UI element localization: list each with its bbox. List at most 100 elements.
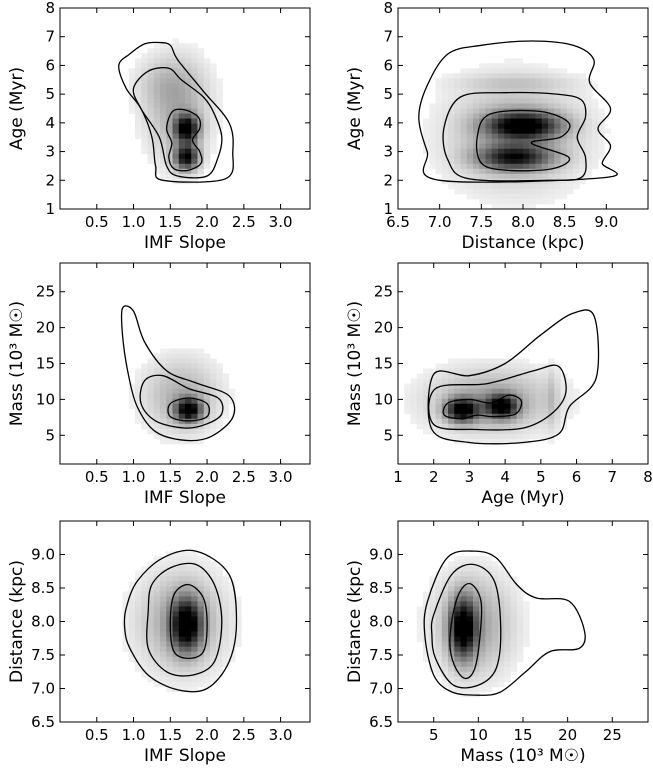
heatmap-cell xyxy=(448,363,455,369)
heatmap-cell xyxy=(498,651,505,658)
heatmap-cell xyxy=(147,676,155,683)
heatmap-cell xyxy=(473,78,480,84)
heatmap-cell xyxy=(441,113,449,119)
heatmap-cell xyxy=(460,88,468,94)
heatmap-cell xyxy=(498,576,505,582)
heatmap-cell xyxy=(166,393,173,400)
heatmap-cell xyxy=(523,611,530,617)
heatmap-cell xyxy=(485,163,493,170)
heatmap-cell xyxy=(460,686,468,693)
heatmap-cell xyxy=(203,128,211,135)
heatmap-cell xyxy=(160,153,167,160)
heatmap-cell xyxy=(498,93,505,99)
heatmap-cell xyxy=(479,88,486,94)
heatmap-cell xyxy=(454,591,461,597)
heatmap-cell xyxy=(147,98,155,104)
heatmap-cell xyxy=(485,631,493,637)
heatmap-cell xyxy=(554,138,561,145)
heatmap-cell xyxy=(466,616,474,622)
heatmap-cell xyxy=(153,423,161,430)
heatmap-cell xyxy=(141,631,148,637)
heatmap-cell xyxy=(222,408,230,415)
heatmap-cell xyxy=(135,123,142,130)
heatmap-cell xyxy=(441,566,449,572)
heatmap-cell xyxy=(523,108,530,114)
heatmap-cell xyxy=(203,556,211,562)
heatmap-cell xyxy=(178,661,186,668)
heatmap-cell xyxy=(191,566,198,572)
heatmap-cell xyxy=(529,168,536,175)
heatmap-cell xyxy=(191,438,198,445)
heatmap-cell xyxy=(441,158,449,165)
heatmap-cell xyxy=(128,606,136,612)
heatmap-cell xyxy=(153,403,161,410)
heatmap-cell xyxy=(153,103,161,109)
heatmap-cell xyxy=(491,601,499,607)
heatmap-cell xyxy=(504,636,511,643)
heatmap-cell xyxy=(460,566,468,572)
heatmap-cell xyxy=(216,103,223,109)
heatmap-cell xyxy=(197,113,205,119)
heatmap-cell xyxy=(510,418,518,425)
heatmap-cell xyxy=(166,616,173,622)
heatmap-cell xyxy=(178,158,186,165)
heatmap-cell xyxy=(141,393,148,400)
heatmap-cell xyxy=(435,133,443,140)
heatmap-cell xyxy=(473,383,480,390)
heatmap-cell xyxy=(460,108,468,114)
heatmap-cell xyxy=(128,393,136,400)
heatmap-cell xyxy=(429,368,436,374)
heatmap-cell xyxy=(166,348,173,354)
heatmap-cell xyxy=(135,581,142,587)
x-tick-label: 7.0 xyxy=(428,213,452,231)
heatmap-cell xyxy=(423,398,430,405)
heatmap-cell xyxy=(435,428,443,435)
heatmap-cell xyxy=(479,651,486,658)
heatmap-cell xyxy=(178,621,186,627)
heatmap-cell xyxy=(454,403,461,410)
heatmap-cell xyxy=(147,148,155,155)
heatmap-cell xyxy=(191,353,198,359)
heatmap-cell xyxy=(153,168,161,175)
heatmap-cell xyxy=(479,423,486,430)
heatmap-cell xyxy=(203,403,211,410)
heatmap-cell xyxy=(516,611,524,617)
heatmap-cell xyxy=(473,651,480,658)
heatmap-cell xyxy=(448,601,455,607)
heatmap-cell xyxy=(591,138,599,145)
heatmap-cell xyxy=(185,158,192,165)
heatmap-cell xyxy=(185,63,192,69)
heatmap-cell xyxy=(541,158,549,165)
heatmap-cell xyxy=(185,118,192,124)
heatmap-cell xyxy=(491,661,499,668)
heatmap-cell xyxy=(160,646,167,653)
heatmap-cell xyxy=(191,348,198,354)
heatmap-cell xyxy=(485,601,493,607)
heatmap-cell xyxy=(535,63,543,69)
heatmap-cell xyxy=(485,158,493,165)
x-tick-label: 2.0 xyxy=(195,213,219,231)
heatmap-cell xyxy=(185,143,192,150)
heatmap-cell xyxy=(404,408,411,415)
heatmap-cell xyxy=(153,681,161,688)
heatmap-cell xyxy=(435,158,443,165)
heatmap-cell xyxy=(491,368,499,374)
heatmap-cell xyxy=(166,621,173,627)
heatmap-cell xyxy=(147,581,155,587)
contour-level-3 xyxy=(123,549,238,693)
heatmap-cell xyxy=(172,676,180,683)
heatmap-cell xyxy=(523,388,530,395)
heatmap-cell xyxy=(185,88,192,94)
contour-level-3 xyxy=(418,40,618,183)
heatmap-cell xyxy=(423,383,430,390)
heatmap-cell xyxy=(473,388,480,395)
heatmap-cell xyxy=(485,681,493,688)
heatmap-cell xyxy=(191,616,198,622)
heatmap-cell xyxy=(560,93,568,99)
heatmap-cell xyxy=(203,408,211,415)
heatmap-cell xyxy=(153,388,161,395)
heatmap-cell xyxy=(153,413,161,420)
x-tick-label: 6 xyxy=(572,468,582,486)
heatmap-cell xyxy=(216,83,223,89)
